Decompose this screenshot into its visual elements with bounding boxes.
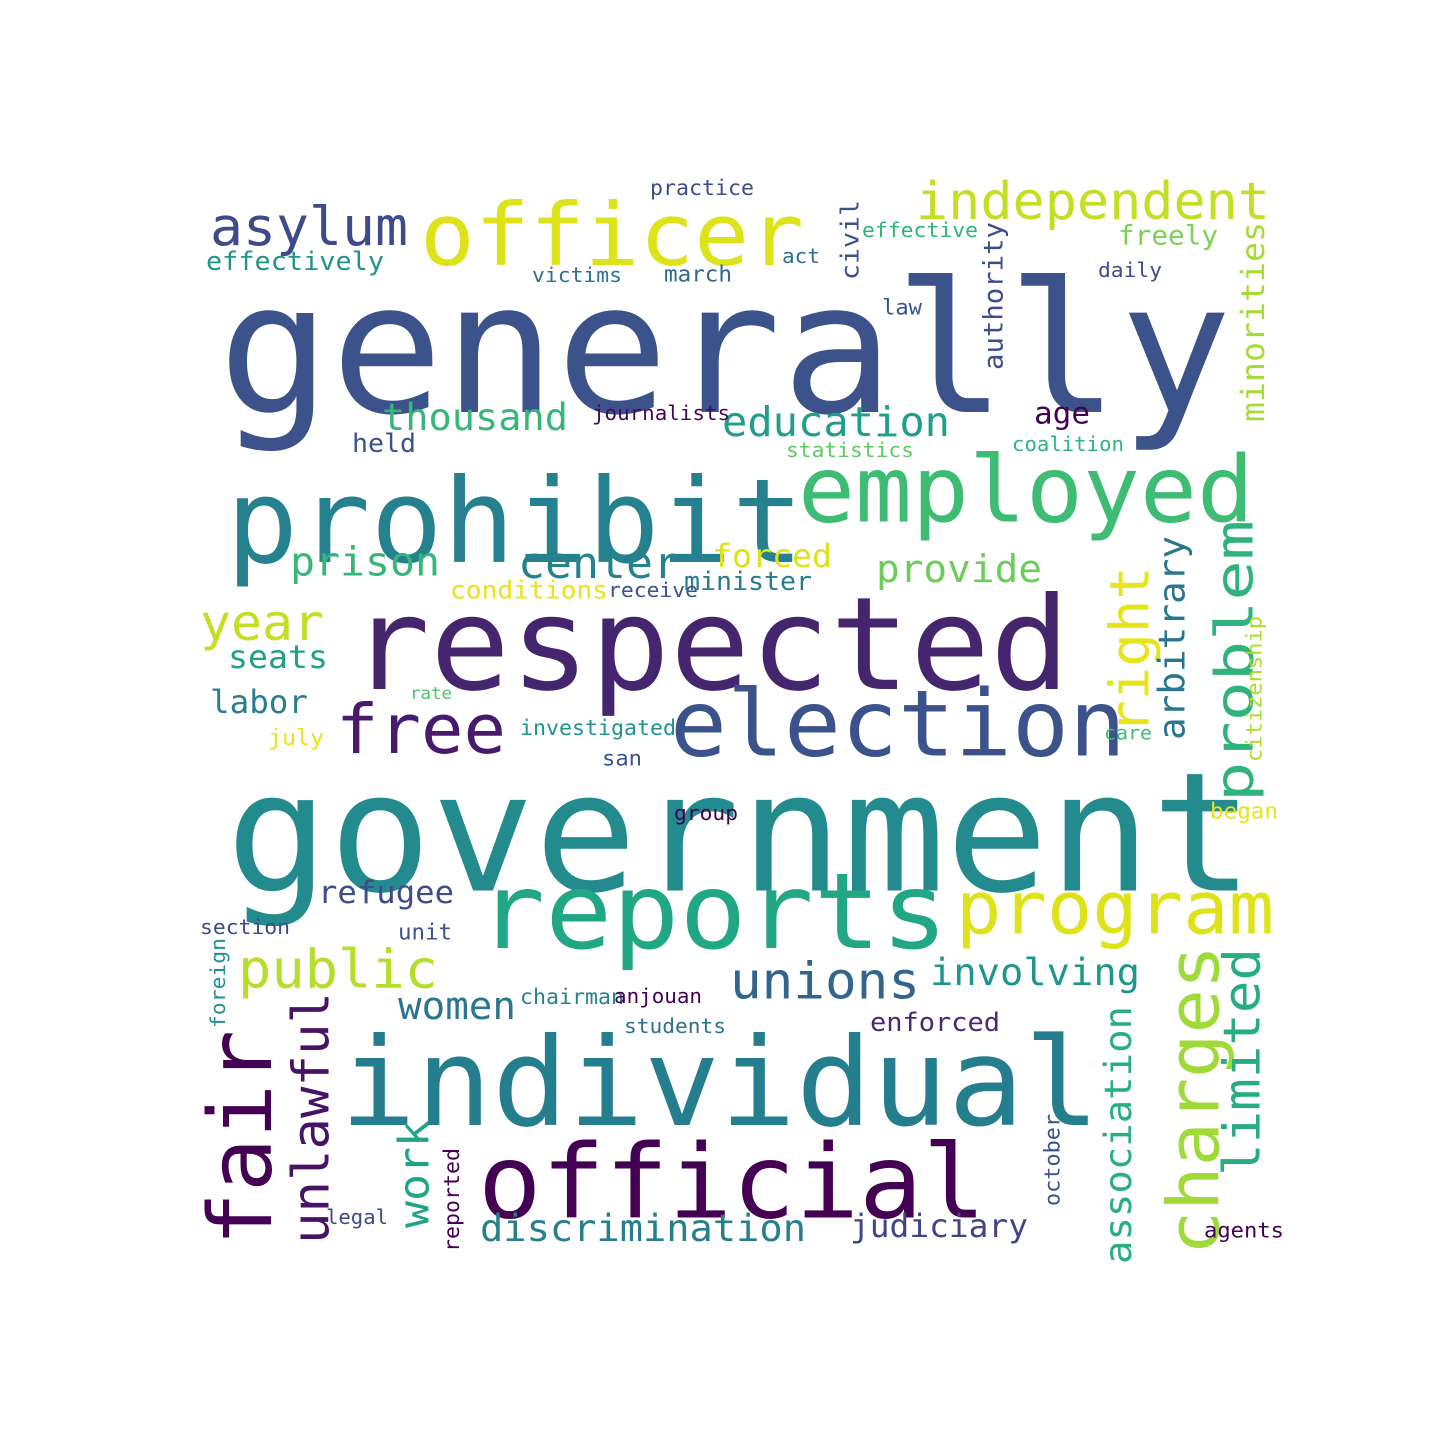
word-minorities: minorities xyxy=(1234,222,1272,422)
word-reported: reported xyxy=(440,1148,464,1252)
word-san: san xyxy=(602,747,642,772)
word-work: work xyxy=(390,1120,439,1228)
word-act: act xyxy=(782,244,820,268)
word-charges: charges xyxy=(1153,945,1236,1255)
word-seats: seats xyxy=(228,638,328,676)
word-civil: civil xyxy=(836,200,865,280)
word-respected: respected xyxy=(350,570,1070,720)
word-arbitrary: arbitrary xyxy=(1151,536,1194,740)
word-limited: limited xyxy=(1213,948,1272,1176)
word-association: association xyxy=(1096,1006,1140,1264)
word-authority: authority xyxy=(979,222,1010,370)
word-statistics: statistics xyxy=(786,438,914,462)
word-practice: practice xyxy=(650,176,754,200)
word-prison: prison xyxy=(290,539,440,586)
word-refugee: refugee xyxy=(318,875,454,911)
word-chairman: chairman xyxy=(520,985,624,1009)
word-free: free xyxy=(336,690,506,770)
word-enforced: enforced xyxy=(870,1008,1000,1038)
word-right: right xyxy=(1099,566,1162,734)
word-conditions: conditions xyxy=(450,576,608,605)
word-october: october xyxy=(1040,1114,1065,1206)
word-year: year xyxy=(200,594,324,652)
word-unit: unit xyxy=(398,921,452,946)
word-officer: officer xyxy=(420,186,804,286)
word-provide: provide xyxy=(876,548,1042,592)
word-official: official xyxy=(478,1124,986,1243)
word-age: age xyxy=(1034,397,1090,432)
word-public: public xyxy=(238,938,438,1001)
word-minister: minister xyxy=(684,567,812,597)
word-freely: freely xyxy=(1118,221,1218,252)
word-section: section xyxy=(200,915,290,939)
word-thousand: thousand xyxy=(382,395,568,439)
word-citizenship: citizenship xyxy=(1243,616,1268,762)
word-held: held xyxy=(352,429,416,459)
word-july: july xyxy=(268,725,324,751)
word-investigated: investigated xyxy=(520,716,676,740)
word-women: women xyxy=(398,984,516,1028)
word-agents: agents xyxy=(1204,1219,1284,1244)
word-individual: individual xyxy=(340,1011,1100,1154)
word-election: election xyxy=(670,671,1126,778)
word-forced: forced xyxy=(712,537,832,575)
word-education: education xyxy=(722,398,950,446)
word-law: law xyxy=(882,296,922,321)
word-asylum: asylum xyxy=(210,196,408,258)
word-reports: reports xyxy=(478,851,948,973)
word-government: government xyxy=(226,738,1254,931)
word-generally: generally xyxy=(218,243,1232,455)
word-anjouan: anjouan xyxy=(614,984,702,1008)
word-unlawful: unlawful xyxy=(282,992,341,1244)
word-problem: problem xyxy=(1205,520,1266,802)
word-journalists: journalists xyxy=(592,401,730,425)
word-program: program xyxy=(956,867,1274,952)
word-labor: labor xyxy=(210,685,308,721)
word-prohibit: prohibit xyxy=(226,455,804,590)
word-unions: unions xyxy=(730,953,920,1012)
word-discrimination: discrimination xyxy=(480,1206,806,1250)
word-effective: effective xyxy=(862,218,978,242)
word-involving: involving xyxy=(930,950,1140,994)
word-employed: employed xyxy=(798,437,1254,544)
word-victims: victims xyxy=(532,263,622,287)
word-fair: fair xyxy=(190,1030,292,1246)
word-students: students xyxy=(624,1014,726,1038)
word-foreign: foreign xyxy=(206,938,230,1028)
word-care: care xyxy=(1104,722,1152,745)
word-legal: legal xyxy=(326,1205,388,1229)
word-judiciary: judiciary xyxy=(850,1207,1028,1245)
word-rate: rate xyxy=(410,683,452,703)
word-independent: independent xyxy=(916,172,1270,232)
word-center: center xyxy=(518,539,680,589)
word-receive: receive xyxy=(608,578,698,602)
word-effectively: effectively xyxy=(206,247,384,277)
word-group: group xyxy=(674,801,738,825)
word-march: march xyxy=(664,263,732,288)
word-coalition: coalition xyxy=(1012,432,1124,456)
word-daily: daily xyxy=(1098,258,1162,282)
word-began: began xyxy=(1210,800,1278,825)
